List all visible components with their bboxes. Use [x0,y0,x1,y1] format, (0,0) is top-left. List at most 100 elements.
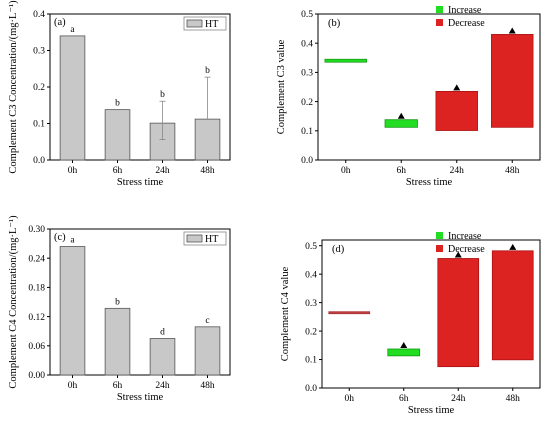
chart-panel-0: 0.0 0.1 0.2 0.3 0.4 0h 6h 24h 48h Stress time Comp… [8,0,231,188]
direction-marker [453,84,461,91]
panel-label: (c) [54,232,66,243]
x-tick-label: 24h [155,381,170,391]
bar-48h [491,250,534,361]
y-tick-label: 0.1 [301,127,313,137]
bar-0h [324,58,367,63]
y-tick-label: 0.2 [301,98,313,108]
bar-0h [328,311,371,315]
bar-24h [435,90,478,131]
x-tick-label: 6h [113,166,123,176]
y-tick-label: 0.1 [33,120,45,130]
x-tick-label: 24h [451,394,466,404]
bar-48h [194,118,221,161]
significance-letter: c [205,316,209,326]
y-tick-label: 0.24 [28,254,45,264]
bar-6h [104,109,131,161]
y-tick-label: 0.4 [33,10,45,20]
legend-label-increase: Increase [448,231,482,242]
legend-swatch-decrease [436,245,443,252]
y-tick-label: 0.18 [28,284,45,294]
significance-letter: b [160,90,165,100]
x-tick-label: 48h [506,394,521,404]
y-tick-label: 0.2 [33,83,45,93]
legend-label: HT [205,19,218,30]
x-tick-label: 48h [200,381,215,391]
legend-swatch-increase [436,6,443,13]
legend-label: HT [205,234,218,245]
x-axis-label: Stress time [117,177,164,188]
y-axis-label: Complement C3 value [276,39,287,134]
x-tick-label: 6h [399,394,409,404]
legend-swatch [186,19,203,28]
significance-letter: a [70,25,75,35]
plot-frame [317,13,541,161]
y-tick-label: 0.30 [28,225,45,235]
y-tick-label: 0.06 [28,342,45,352]
legend-swatch [186,234,203,243]
x-tick-label: 48h [200,166,215,176]
x-tick-label: 48h [505,166,520,176]
bar-24h [149,338,176,376]
y-tick-label: 0.0 [33,156,45,166]
chart-panel-1: 0.0 0.1 0.2 0.3 0.4 0.5 0h 6h 24h 48h Stress time C… [276,5,541,188]
y-tick-label: 0.0 [301,156,313,166]
bar-48h [194,326,221,376]
y-tick-label: 0.0 [305,384,317,394]
bar-0h [59,35,86,161]
panel-label: (b) [328,18,341,29]
x-axis-label: Stress time [406,177,453,188]
chart-panel-2: 0.00 0.06 0.12 0.18 0.24 0.30 0h 6h 24h 48h Stress… [8,215,231,403]
y-tick-label: 0.5 [301,10,313,20]
legend-label-decrease: Decrease [448,18,485,29]
bar-6h [387,348,421,357]
y-tick-label: 0.5 [305,242,317,252]
y-tick-label: 0.00 [28,371,45,381]
x-tick-label: 24h [450,166,465,176]
direction-marker [454,251,462,258]
y-axis-label: Complement C3 Concentration/(mg·L⁻¹) [8,0,19,174]
legend-swatch-decrease [436,19,443,26]
bar-24h [437,258,480,368]
legend-swatch-increase [436,232,443,239]
x-tick-label: 6h [397,166,407,176]
legend-label-increase: Increase [448,5,482,16]
x-tick-label: 0h [68,381,78,391]
x-axis-label: Stress time [117,392,164,403]
chart-panel-3: 0.0 0.1 0.2 0.3 0.4 0.5 0h 6h 24h 48h Stress time C… [280,231,541,416]
y-axis-label: Complement C4 Concentration/(mg·L⁻¹) [8,215,19,389]
plot-frame [49,228,231,376]
x-tick-label: 24h [155,166,170,176]
bar-6h [104,307,131,376]
x-tick-label: 0h [341,166,351,176]
significance-letter: b [205,66,210,76]
y-tick-label: 0.12 [28,313,45,323]
direction-marker [509,243,517,250]
direction-marker [508,27,516,34]
significance-letter: b [115,99,120,109]
y-tick-label: 0.2 [305,327,317,337]
y-tick-label: 0.3 [305,299,317,309]
panel-label: (a) [54,17,66,28]
y-tick-label: 0.3 [33,47,45,57]
bar-0h [59,246,86,376]
x-axis-label: Stress time [408,405,455,416]
plot-frame [321,239,541,389]
x-tick-label: 0h [68,166,78,176]
legend-label-decrease: Decrease [448,244,485,255]
y-tick-label: 0.4 [301,39,313,49]
significance-letter: d [160,328,165,338]
y-tick-label: 0.1 [305,356,317,366]
direction-marker [400,342,408,349]
x-tick-label: 0h [345,394,355,404]
x-tick-label: 6h [113,381,123,391]
y-axis-label: Complement C4 value [280,266,291,361]
significance-letter: a [70,236,75,246]
panel-label: (d) [332,244,345,255]
y-tick-label: 0.4 [305,270,317,280]
significance-letter: b [115,297,120,307]
bar-48h [491,34,534,128]
bar-6h [384,119,418,128]
direction-marker [397,112,405,119]
y-tick-label: 0.3 [301,69,313,79]
